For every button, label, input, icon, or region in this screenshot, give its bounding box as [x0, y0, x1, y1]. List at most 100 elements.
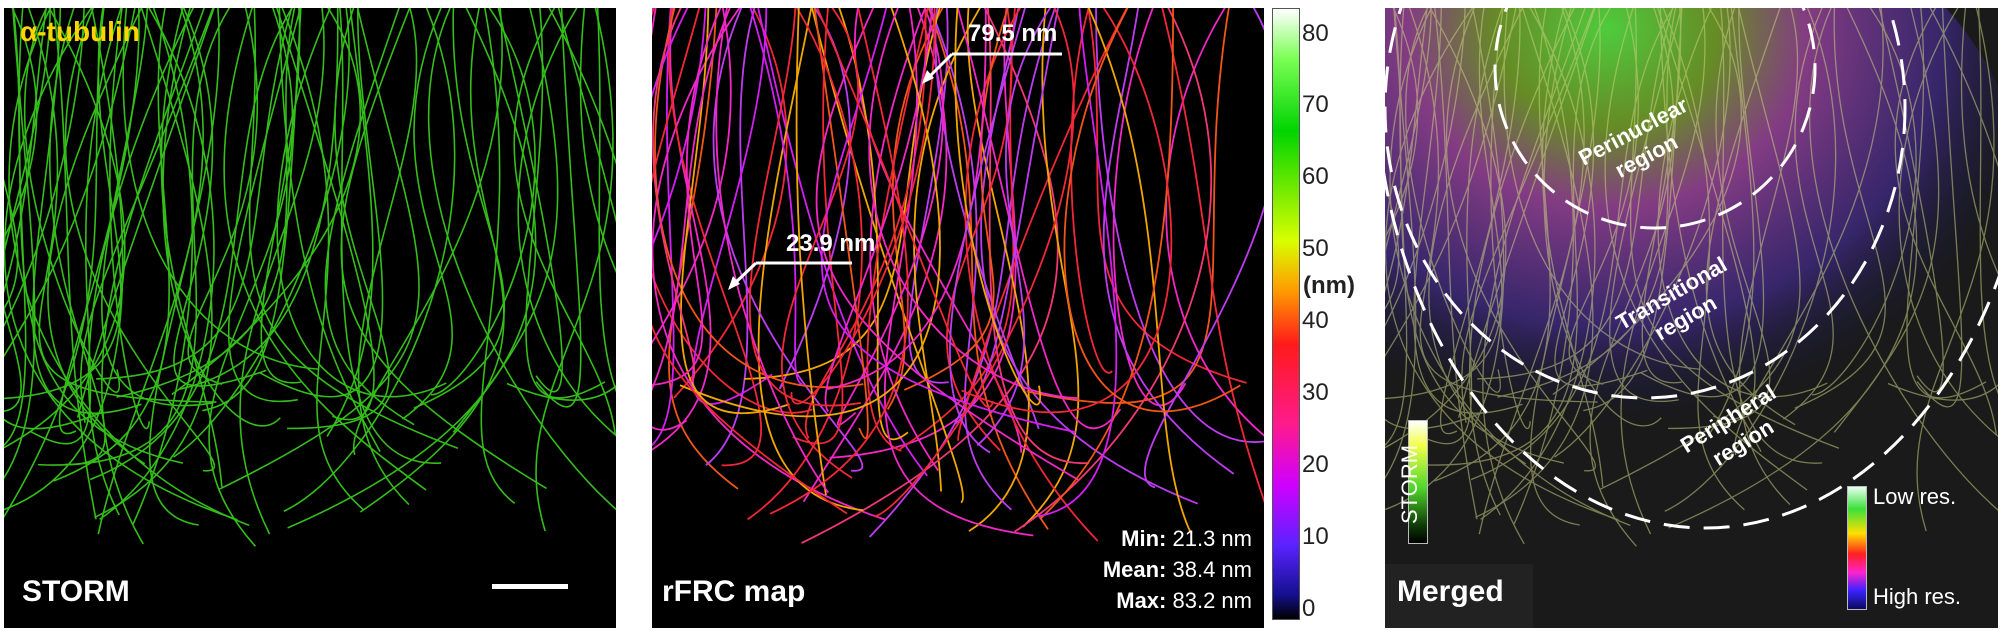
- microtubule-filament: [1878, 8, 1944, 393]
- microtubule-filament: [829, 8, 1017, 459]
- microtubule-filament: [1087, 8, 1247, 384]
- microtubule-filament: [173, 8, 350, 458]
- microtubule-filament: [218, 8, 420, 491]
- microtubule-filament: [1458, 8, 1596, 418]
- microtubule-filament: [903, 8, 1009, 391]
- microtubule-filament: [1063, 8, 1241, 413]
- microtubule-filament: [1554, 8, 1731, 458]
- microtubule-filament: [357, 8, 418, 506]
- microtubule-filament: [4, 8, 124, 511]
- microtubule-filament: [1477, 8, 1674, 380]
- microtubule-filament: [1604, 8, 1808, 491]
- microtubule-filament: [1161, 8, 1264, 504]
- microtubule-filament: [652, 8, 732, 345]
- microtubule-filament: [160, 8, 223, 488]
- microtubule-filament: [1039, 8, 1174, 520]
- colorbar-tick: 20: [1302, 451, 1329, 478]
- microtubule-filament: [980, 8, 1199, 505]
- microtubule-filament: [1707, 8, 1755, 437]
- microtubule-filament: [116, 8, 296, 398]
- microtubule-filament: [287, 8, 537, 529]
- microtubule-filament: [1657, 8, 1828, 398]
- microtubule-filament: [1478, 8, 1585, 535]
- microtubule-filament: [1513, 8, 1574, 525]
- microtubule-filament: [954, 8, 1041, 406]
- colorbar-tick: 50: [1302, 235, 1329, 262]
- microtubule-filament: [949, 8, 1026, 454]
- annotation-high-res: 79.5 nm: [968, 20, 1058, 47]
- microtubule-filament: [1887, 8, 1998, 401]
- microtubule-filament: [4, 306, 22, 412]
- microtubule-filament: [1894, 8, 1997, 435]
- microtubule-filament: [1916, 8, 1995, 532]
- microtubule-filament: [37, 8, 231, 466]
- microtubule-filament: [4, 8, 47, 294]
- microtubule-filament: [1554, 8, 1648, 387]
- colorbar-tick: 70: [1302, 91, 1329, 118]
- microtubule-filament: [874, 8, 1075, 518]
- microtubule-filament: [1668, 8, 1771, 430]
- microtubule-filament: [1898, 8, 1998, 437]
- microtubule-filament: [929, 8, 1012, 511]
- microtubule-filament: [652, 8, 696, 383]
- microtubule-filament: [1385, 8, 1428, 293]
- microtubule-filament: [957, 8, 1128, 442]
- microtubule-filament: [1385, 8, 1419, 240]
- microtubule-filament: [1640, 8, 1765, 398]
- microtubule-filament: [179, 8, 339, 390]
- microtubule-filament: [497, 8, 563, 393]
- microtubule-filament: [1705, 8, 1796, 426]
- microtubule-filament: [801, 8, 1059, 544]
- microtubule-filament: [427, 8, 616, 511]
- microtubule-filament: [4, 8, 85, 327]
- microtubule-filament: [1143, 8, 1264, 489]
- microtubule-filament: [283, 8, 456, 512]
- microtubule-filament: [679, 8, 941, 418]
- microtubule-filament: [1385, 8, 1417, 479]
- microtubule-filament: [1490, 8, 1531, 429]
- rfrc-panel: 79.5 nm 23.9 nm rFRC map Min: 21.3 nm Me…: [652, 8, 1264, 628]
- microtubule-filament: [1385, 179, 1400, 310]
- microtubule-filament: [652, 8, 731, 391]
- microtubule-filament: [1738, 8, 1799, 506]
- stain-label: α-tubulin: [20, 16, 140, 47]
- microtubule-filament: [652, 8, 848, 515]
- microtubule-filament: [326, 8, 374, 437]
- max-value: 83.2 nm: [1172, 588, 1253, 613]
- storm-image: [4, 8, 616, 547]
- microtubule-filament: [1022, 8, 1080, 528]
- microtubule-filament: [946, 8, 1013, 452]
- microtubule-filament: [1783, 8, 1834, 420]
- microtubule-filament: [1026, 8, 1230, 404]
- res-high-label: High res.: [1873, 584, 1962, 609]
- microtubule-filament: [1038, 8, 1118, 518]
- microtubule-filament: [58, 8, 140, 435]
- microtubule-filament: [1662, 8, 1745, 511]
- merged-image: [1385, 8, 1998, 628]
- microtubule-filament: [557, 8, 616, 224]
- microtubule-filament: [652, 8, 712, 451]
- annotation-low-res: 23.9 nm: [786, 230, 876, 257]
- microtubule-filament: [173, 8, 267, 387]
- microtubule-filament: [667, 8, 763, 467]
- microtubule-filament: [1629, 8, 1840, 449]
- microtubule-filament: [1413, 8, 1523, 414]
- microtubule-filament: [276, 8, 447, 398]
- panel-label-merged: Merged: [1397, 575, 1504, 608]
- microtubule-filament: [913, 8, 982, 492]
- microtubule-filament: [1070, 8, 1113, 374]
- microtubule-filament: [413, 8, 505, 409]
- microtubule-filament: [1385, 8, 1466, 327]
- microtubule-filament: [692, 8, 773, 405]
- microtubule-filament: [1418, 8, 1612, 466]
- colorbar-tick: 80: [1302, 20, 1329, 47]
- microtubule-filament: [1480, 8, 1596, 520]
- microtubule-filament: [4, 178, 19, 310]
- rfrc-colorbar: [1272, 8, 1300, 620]
- microtubule-filament: [87, 8, 195, 516]
- microtubule-filament: [506, 8, 616, 401]
- microtubule-filament: [258, 8, 384, 398]
- microtubule-filament: [802, 8, 948, 503]
- microtubule-filament: [1411, 8, 1503, 445]
- microtubule-filament: [1087, 8, 1191, 532]
